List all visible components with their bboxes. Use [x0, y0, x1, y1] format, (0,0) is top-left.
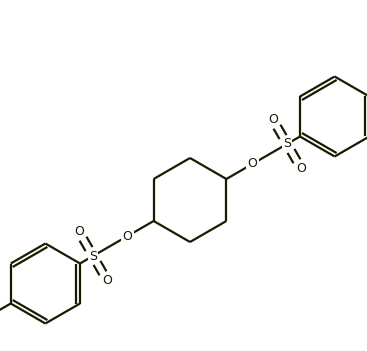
Text: O: O [123, 230, 132, 243]
Text: S: S [283, 138, 291, 151]
Text: O: O [268, 113, 278, 126]
Text: O: O [102, 274, 112, 287]
Text: O: O [74, 225, 84, 238]
Text: O: O [296, 162, 306, 175]
Text: S: S [89, 250, 97, 263]
Text: O: O [247, 158, 257, 171]
